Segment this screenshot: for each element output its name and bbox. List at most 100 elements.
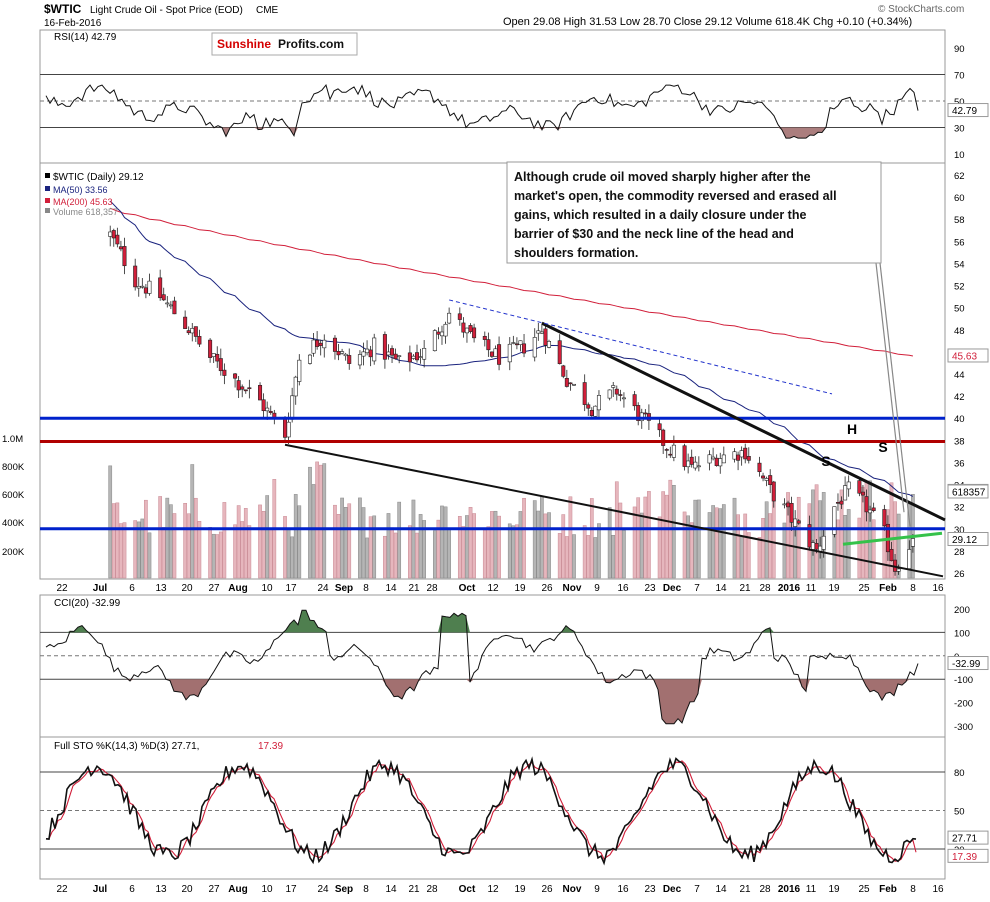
candle-body	[233, 373, 238, 379]
x-axis-label: 2016	[778, 884, 801, 895]
candle-body	[868, 509, 873, 514]
price-tick-label: 48	[954, 326, 965, 337]
volume-bar	[215, 534, 220, 579]
volume-bar	[411, 499, 416, 579]
rsi-tick-label: 50	[954, 97, 965, 108]
rsi-tick-label: 10	[954, 150, 965, 161]
candle-body	[618, 394, 623, 396]
volume-bar	[486, 526, 491, 579]
x-axis-label: Dec	[663, 884, 682, 895]
candle-body	[365, 348, 370, 354]
x-axis-label: 19	[828, 583, 840, 594]
volume-bar	[447, 527, 451, 579]
x-axis-label: 28	[426, 884, 438, 895]
candle-body	[386, 351, 391, 356]
x-axis-label: 25	[858, 583, 870, 594]
volume-bar	[333, 504, 337, 579]
candle-body	[461, 322, 466, 333]
candle-body	[336, 350, 341, 356]
candle-body	[283, 418, 288, 438]
candle-body	[361, 351, 366, 357]
candle-body	[761, 475, 766, 479]
pattern-label: S	[821, 453, 830, 469]
candle-body	[782, 503, 787, 506]
candle-body	[211, 353, 216, 357]
volume-bar	[318, 464, 323, 579]
volume-bar	[283, 516, 287, 579]
price-tick-label: 54	[954, 259, 965, 270]
candle-body	[832, 506, 837, 535]
candle-body	[857, 480, 862, 494]
volume-bar	[607, 507, 612, 579]
volume-bar	[490, 511, 494, 579]
volume-bar	[286, 527, 291, 579]
candle-body	[582, 382, 587, 405]
candle-body	[507, 343, 512, 363]
candle-body	[368, 349, 373, 358]
candle-body	[739, 450, 744, 458]
logo-text-black: Profits.com	[278, 37, 344, 51]
candle-body	[786, 502, 791, 508]
volume-bar	[393, 532, 398, 579]
candle-body	[158, 277, 163, 299]
candle-body	[607, 389, 612, 399]
volume-bar	[693, 499, 698, 579]
volume-bar	[144, 499, 148, 579]
cci-line	[45, 609, 919, 725]
volume-bar	[639, 512, 644, 579]
volume-bar	[136, 521, 141, 579]
candle-body	[115, 234, 120, 245]
volume-bar	[268, 527, 273, 579]
annotation-line: barrier of $30 and the neck line of the …	[514, 227, 794, 241]
x-axis-label: 22	[56, 884, 68, 895]
candle-body	[689, 456, 694, 465]
ohlc-readout: Open 29.08 High 31.53 Low 28.70 Close 29…	[503, 16, 912, 28]
volume-tick-label: 200K	[2, 547, 25, 558]
candle-body	[714, 457, 719, 466]
chart-date: 16-Feb-2016	[44, 18, 102, 29]
candle-body	[707, 454, 712, 464]
cci-tick-label: 200	[954, 605, 970, 616]
volume-tick-label: 400K	[2, 518, 25, 529]
x-axis-label: 13	[155, 583, 167, 594]
volume-bar	[433, 530, 437, 579]
candle-body	[821, 535, 826, 550]
volume-bar	[240, 521, 245, 579]
candle-body	[482, 335, 487, 340]
x-axis-label: 11	[806, 583, 817, 594]
volume-bar	[169, 504, 173, 579]
x-axis-label: 28	[426, 583, 438, 594]
candle-body	[457, 313, 462, 320]
ma200-line	[110, 207, 914, 357]
candle-body	[390, 348, 395, 356]
volume-bar	[857, 517, 862, 579]
price-tick-label: 40	[954, 414, 965, 425]
candle-body	[611, 385, 616, 388]
volume-bar	[593, 537, 598, 579]
x-axis-label: 20	[181, 583, 193, 594]
volume-bar	[814, 484, 819, 579]
volume-bar	[383, 535, 387, 579]
volume-bar	[122, 522, 127, 579]
exchange-label: CME	[256, 5, 279, 16]
x-axis-label: 14	[715, 884, 727, 895]
price-tick-label: 30	[954, 525, 965, 536]
annotation-line: Although crude oil moved sharply higher …	[514, 170, 811, 184]
annotation-line: market's open, the commodity reversed an…	[514, 189, 837, 203]
candle-body	[497, 344, 502, 365]
candle-body	[746, 456, 751, 461]
sto-title: Full STO %K(14,3) %D(3) 27.71,	[54, 741, 199, 752]
x-axis-label: Sep	[335, 884, 353, 895]
candle-body	[643, 412, 648, 415]
price-tick-label: 32	[954, 503, 965, 514]
x-axis-label: 9	[594, 583, 600, 594]
candle-body	[122, 246, 127, 267]
candle-body	[382, 334, 387, 360]
candle-body	[571, 383, 576, 386]
axis-labels: 626058565452504846444240383634323028261.…	[2, 32, 989, 895]
candle-body	[671, 444, 676, 458]
candle-body	[657, 423, 662, 431]
volume-bar	[440, 505, 444, 579]
rsi-value-tag-box	[947, 103, 989, 118]
volume-bar	[361, 507, 366, 579]
